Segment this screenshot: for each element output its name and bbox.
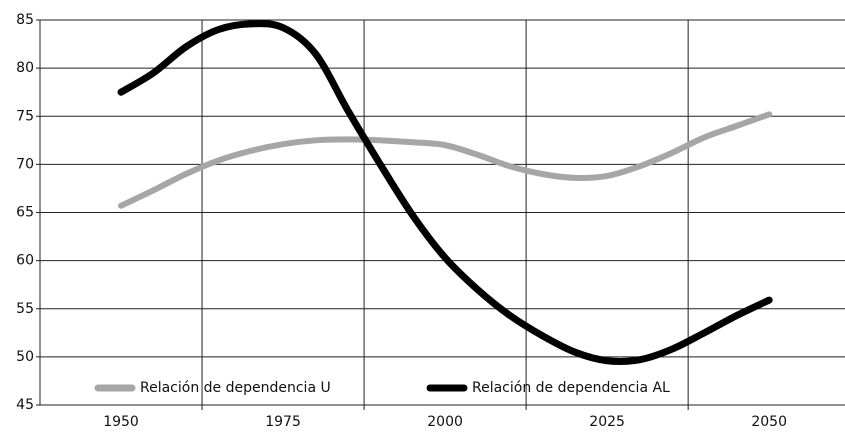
y-tick-label: 75 [16,108,34,124]
line-series [117,20,773,365]
legend-label: Relación de dependencia AL [472,380,670,396]
line-series [118,111,773,209]
y-tick-label: 85 [16,12,34,28]
y-tick-label: 60 [16,253,34,269]
y-tick-label: 45 [16,397,34,413]
x-tick-label: 1975 [265,414,301,430]
x-tick-label: 2000 [427,414,463,430]
legend-label: Relación de dependencia U [140,380,331,396]
y-tick-label: 70 [16,156,34,172]
x-tick-label: 2050 [751,414,787,430]
x-tick-label: 1950 [103,414,139,430]
x-tick-label: 2025 [589,414,625,430]
y-tick-label: 50 [16,349,34,365]
y-tick-label: 65 [16,205,34,221]
y-tick-label: 55 [16,301,34,317]
y-tick-label: 80 [16,60,34,76]
